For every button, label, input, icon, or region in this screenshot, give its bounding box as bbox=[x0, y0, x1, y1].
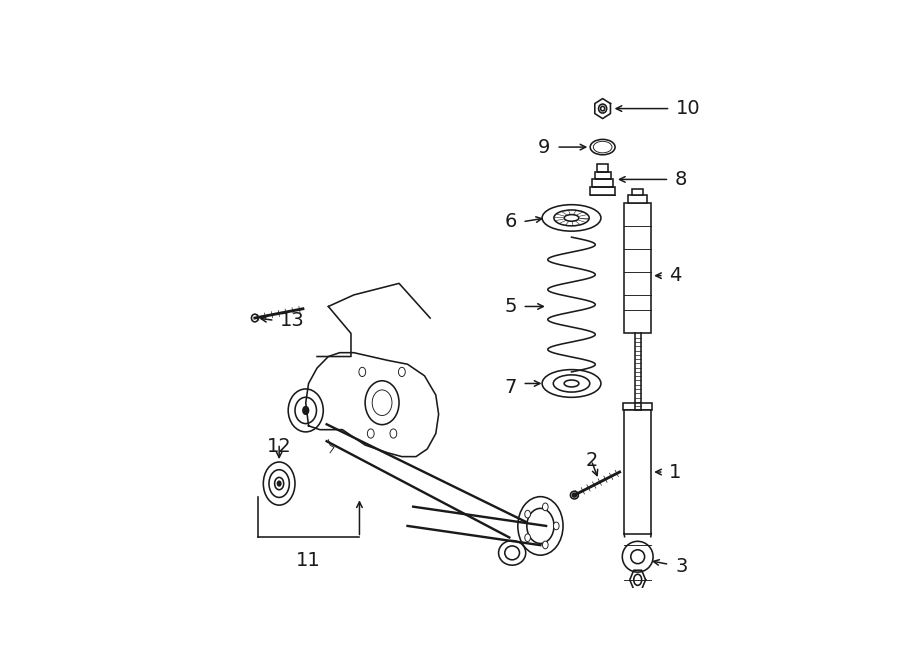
Text: 11: 11 bbox=[296, 551, 321, 570]
Text: 12: 12 bbox=[266, 438, 292, 456]
Ellipse shape bbox=[359, 368, 365, 377]
Ellipse shape bbox=[598, 104, 607, 113]
Ellipse shape bbox=[303, 407, 309, 414]
Ellipse shape bbox=[543, 503, 548, 511]
Ellipse shape bbox=[593, 141, 612, 153]
Ellipse shape bbox=[390, 429, 397, 438]
Text: 8: 8 bbox=[675, 170, 688, 189]
FancyBboxPatch shape bbox=[633, 188, 643, 195]
FancyBboxPatch shape bbox=[597, 164, 608, 172]
Ellipse shape bbox=[505, 546, 519, 560]
Ellipse shape bbox=[251, 314, 258, 322]
Ellipse shape bbox=[365, 381, 399, 424]
Ellipse shape bbox=[554, 375, 590, 392]
Ellipse shape bbox=[525, 534, 530, 541]
Ellipse shape bbox=[554, 522, 559, 529]
Text: 4: 4 bbox=[670, 266, 681, 285]
Text: 6: 6 bbox=[504, 212, 517, 231]
Ellipse shape bbox=[622, 541, 653, 572]
Ellipse shape bbox=[269, 470, 289, 498]
Text: 3: 3 bbox=[675, 557, 688, 576]
Ellipse shape bbox=[526, 508, 554, 543]
Ellipse shape bbox=[274, 477, 284, 490]
Text: 10: 10 bbox=[676, 99, 701, 118]
Ellipse shape bbox=[542, 205, 601, 231]
Ellipse shape bbox=[631, 550, 644, 564]
Ellipse shape bbox=[399, 368, 405, 377]
Ellipse shape bbox=[288, 389, 323, 432]
FancyBboxPatch shape bbox=[590, 187, 615, 195]
Ellipse shape bbox=[367, 429, 374, 438]
Ellipse shape bbox=[564, 380, 579, 387]
FancyBboxPatch shape bbox=[595, 172, 610, 179]
Ellipse shape bbox=[598, 144, 608, 150]
Ellipse shape bbox=[572, 493, 576, 497]
Ellipse shape bbox=[564, 215, 579, 221]
Ellipse shape bbox=[600, 106, 605, 111]
Ellipse shape bbox=[590, 139, 615, 155]
Ellipse shape bbox=[499, 541, 526, 565]
Ellipse shape bbox=[264, 462, 295, 505]
Text: 9: 9 bbox=[538, 137, 551, 157]
Ellipse shape bbox=[277, 481, 281, 486]
FancyBboxPatch shape bbox=[628, 195, 647, 202]
FancyBboxPatch shape bbox=[624, 410, 652, 533]
FancyBboxPatch shape bbox=[624, 202, 652, 333]
Text: 13: 13 bbox=[280, 311, 305, 330]
Ellipse shape bbox=[295, 397, 317, 424]
Text: 2: 2 bbox=[585, 451, 598, 470]
FancyBboxPatch shape bbox=[592, 179, 613, 187]
Ellipse shape bbox=[525, 510, 530, 518]
Ellipse shape bbox=[554, 210, 590, 226]
Text: 7: 7 bbox=[504, 378, 517, 397]
Ellipse shape bbox=[571, 491, 579, 499]
Ellipse shape bbox=[542, 369, 601, 397]
Ellipse shape bbox=[634, 574, 642, 586]
FancyBboxPatch shape bbox=[624, 403, 652, 410]
Text: 1: 1 bbox=[670, 463, 681, 481]
Ellipse shape bbox=[373, 390, 392, 416]
Ellipse shape bbox=[543, 541, 548, 549]
Text: 5: 5 bbox=[504, 297, 517, 316]
Ellipse shape bbox=[518, 496, 563, 555]
